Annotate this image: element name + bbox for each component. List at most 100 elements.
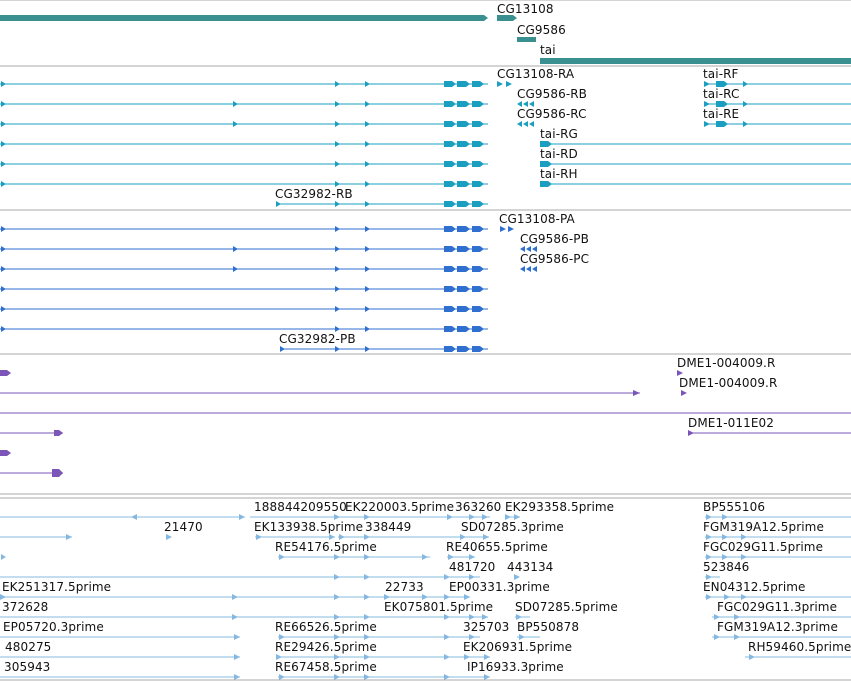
feature-label[interactable]: CG13108-PA bbox=[499, 212, 575, 226]
exon-block[interactable] bbox=[472, 346, 484, 352]
exon-arrow[interactable] bbox=[704, 101, 710, 107]
exon-block[interactable] bbox=[457, 161, 470, 167]
feature-label[interactable]: EK206931.5prime bbox=[463, 640, 573, 654]
exon-block[interactable] bbox=[472, 201, 484, 207]
exon-arrow[interactable] bbox=[706, 594, 712, 600]
exon-block[interactable] bbox=[444, 81, 456, 87]
exon-arrow[interactable] bbox=[339, 534, 345, 540]
exon-arrow[interactable] bbox=[460, 534, 466, 540]
exon-arrow[interactable] bbox=[484, 674, 490, 680]
exon-arrow[interactable] bbox=[1, 266, 6, 272]
exon-block[interactable] bbox=[54, 430, 63, 436]
feature-label[interactable]: tai bbox=[540, 43, 556, 57]
exon-arrow[interactable] bbox=[722, 534, 728, 540]
exon-arrow[interactable] bbox=[0, 594, 6, 600]
exon-arrow[interactable] bbox=[482, 514, 488, 520]
exon-block[interactable] bbox=[472, 81, 484, 87]
exon-arrow[interactable] bbox=[384, 594, 390, 600]
exon-arrow[interactable] bbox=[706, 574, 712, 580]
exon-arrow[interactable] bbox=[722, 554, 728, 560]
exon-block[interactable] bbox=[716, 81, 728, 87]
exon-arrow[interactable] bbox=[526, 246, 531, 252]
exon-arrow[interactable] bbox=[706, 534, 712, 540]
exon-block[interactable] bbox=[457, 121, 470, 127]
feature-label[interactable]: DME1-011E02 bbox=[688, 416, 774, 430]
feature-label[interactable]: RE54176.5prime bbox=[275, 540, 377, 554]
exon-arrow[interactable] bbox=[234, 654, 240, 660]
feature-label[interactable]: 325703 bbox=[463, 620, 510, 634]
exon-arrow[interactable] bbox=[364, 654, 370, 660]
exon-arrow[interactable] bbox=[256, 534, 262, 540]
feature-label[interactable]: CG9586-RB bbox=[517, 87, 588, 101]
exon-arrow[interactable] bbox=[365, 326, 370, 332]
exon-arrow[interactable] bbox=[365, 161, 370, 167]
exon-arrow[interactable] bbox=[516, 614, 522, 620]
exon-arrow[interactable] bbox=[335, 246, 340, 252]
exon-arrow[interactable] bbox=[131, 514, 137, 520]
exon-block[interactable] bbox=[444, 101, 456, 107]
feature-label[interactable]: 22733 bbox=[385, 580, 424, 594]
feature-label[interactable]: 338449 bbox=[365, 520, 412, 534]
exon-arrow[interactable] bbox=[734, 614, 740, 620]
exon-arrow[interactable] bbox=[334, 654, 340, 660]
exon-arrow[interactable] bbox=[514, 574, 520, 580]
exon-block[interactable] bbox=[497, 15, 517, 21]
feature-label[interactable]: RE67458.5prime bbox=[275, 660, 377, 674]
exon-arrow[interactable] bbox=[335, 346, 340, 352]
exon-arrow[interactable] bbox=[334, 674, 340, 680]
exon-arrow[interactable] bbox=[364, 634, 370, 640]
exon-arrow[interactable] bbox=[234, 674, 240, 680]
exon-arrow[interactable] bbox=[743, 81, 748, 87]
exon-arrow[interactable] bbox=[334, 614, 340, 620]
gene-bar[interactable] bbox=[517, 37, 536, 42]
exon-block[interactable] bbox=[457, 306, 470, 312]
feature-label[interactable]: 480275 bbox=[5, 640, 52, 654]
exon-arrow[interactable] bbox=[335, 201, 340, 207]
exon-arrow[interactable] bbox=[482, 614, 488, 620]
exon-arrow[interactable] bbox=[724, 594, 730, 600]
feature-label[interactable]: 305943 bbox=[4, 660, 51, 674]
feature-label[interactable]: DME1-004009.R bbox=[677, 356, 776, 370]
exon-arrow[interactable] bbox=[365, 306, 370, 312]
exon-block[interactable] bbox=[0, 15, 488, 21]
exon-arrow[interactable] bbox=[469, 514, 475, 520]
exon-arrow[interactable] bbox=[365, 201, 370, 207]
feature-label[interactable]: 363260 bbox=[455, 500, 502, 514]
exon-block[interactable] bbox=[472, 181, 484, 187]
exon-arrow[interactable] bbox=[444, 654, 450, 660]
exon-arrow[interactable] bbox=[483, 534, 489, 540]
exon-arrow[interactable] bbox=[500, 226, 506, 232]
exon-arrow[interactable] bbox=[529, 101, 534, 107]
exon-arrow[interactable] bbox=[365, 226, 370, 232]
exon-arrow[interactable] bbox=[444, 674, 450, 680]
exon-arrow[interactable] bbox=[514, 514, 520, 520]
exon-arrow[interactable] bbox=[279, 674, 285, 680]
exon-arrow[interactable] bbox=[364, 574, 370, 580]
feature-label[interactable]: SD07285.3prime bbox=[461, 520, 564, 534]
exon-block[interactable] bbox=[444, 286, 456, 292]
exon-arrow[interactable] bbox=[1, 286, 6, 292]
exon-arrow[interactable] bbox=[365, 266, 370, 272]
feature-label[interactable]: EK293358.5prime bbox=[505, 500, 615, 514]
exon-arrow[interactable] bbox=[335, 161, 340, 167]
exon-arrow[interactable] bbox=[335, 326, 340, 332]
exon-arrow[interactable] bbox=[444, 574, 450, 580]
exon-arrow[interactable] bbox=[704, 121, 710, 127]
exon-arrow[interactable] bbox=[714, 634, 720, 640]
exon-block[interactable] bbox=[444, 346, 456, 352]
exon-arrow[interactable] bbox=[233, 121, 238, 127]
exon-arrow[interactable] bbox=[365, 101, 370, 107]
exon-block[interactable] bbox=[457, 326, 470, 332]
feature-label[interactable]: tai-RD bbox=[540, 147, 578, 161]
exon-arrow[interactable] bbox=[365, 286, 370, 292]
exon-arrow[interactable] bbox=[335, 306, 340, 312]
exon-block[interactable] bbox=[472, 306, 484, 312]
feature-label[interactable]: CG13108-RA bbox=[497, 67, 575, 81]
feature-label[interactable]: FGM319A12.5prime bbox=[703, 520, 824, 534]
exon-arrow[interactable] bbox=[734, 634, 740, 640]
exon-arrow[interactable] bbox=[364, 514, 370, 520]
exon-block[interactable] bbox=[457, 226, 470, 232]
exon-arrow[interactable] bbox=[1, 141, 6, 147]
exon-block[interactable] bbox=[716, 101, 728, 107]
exon-arrow[interactable] bbox=[741, 594, 747, 600]
